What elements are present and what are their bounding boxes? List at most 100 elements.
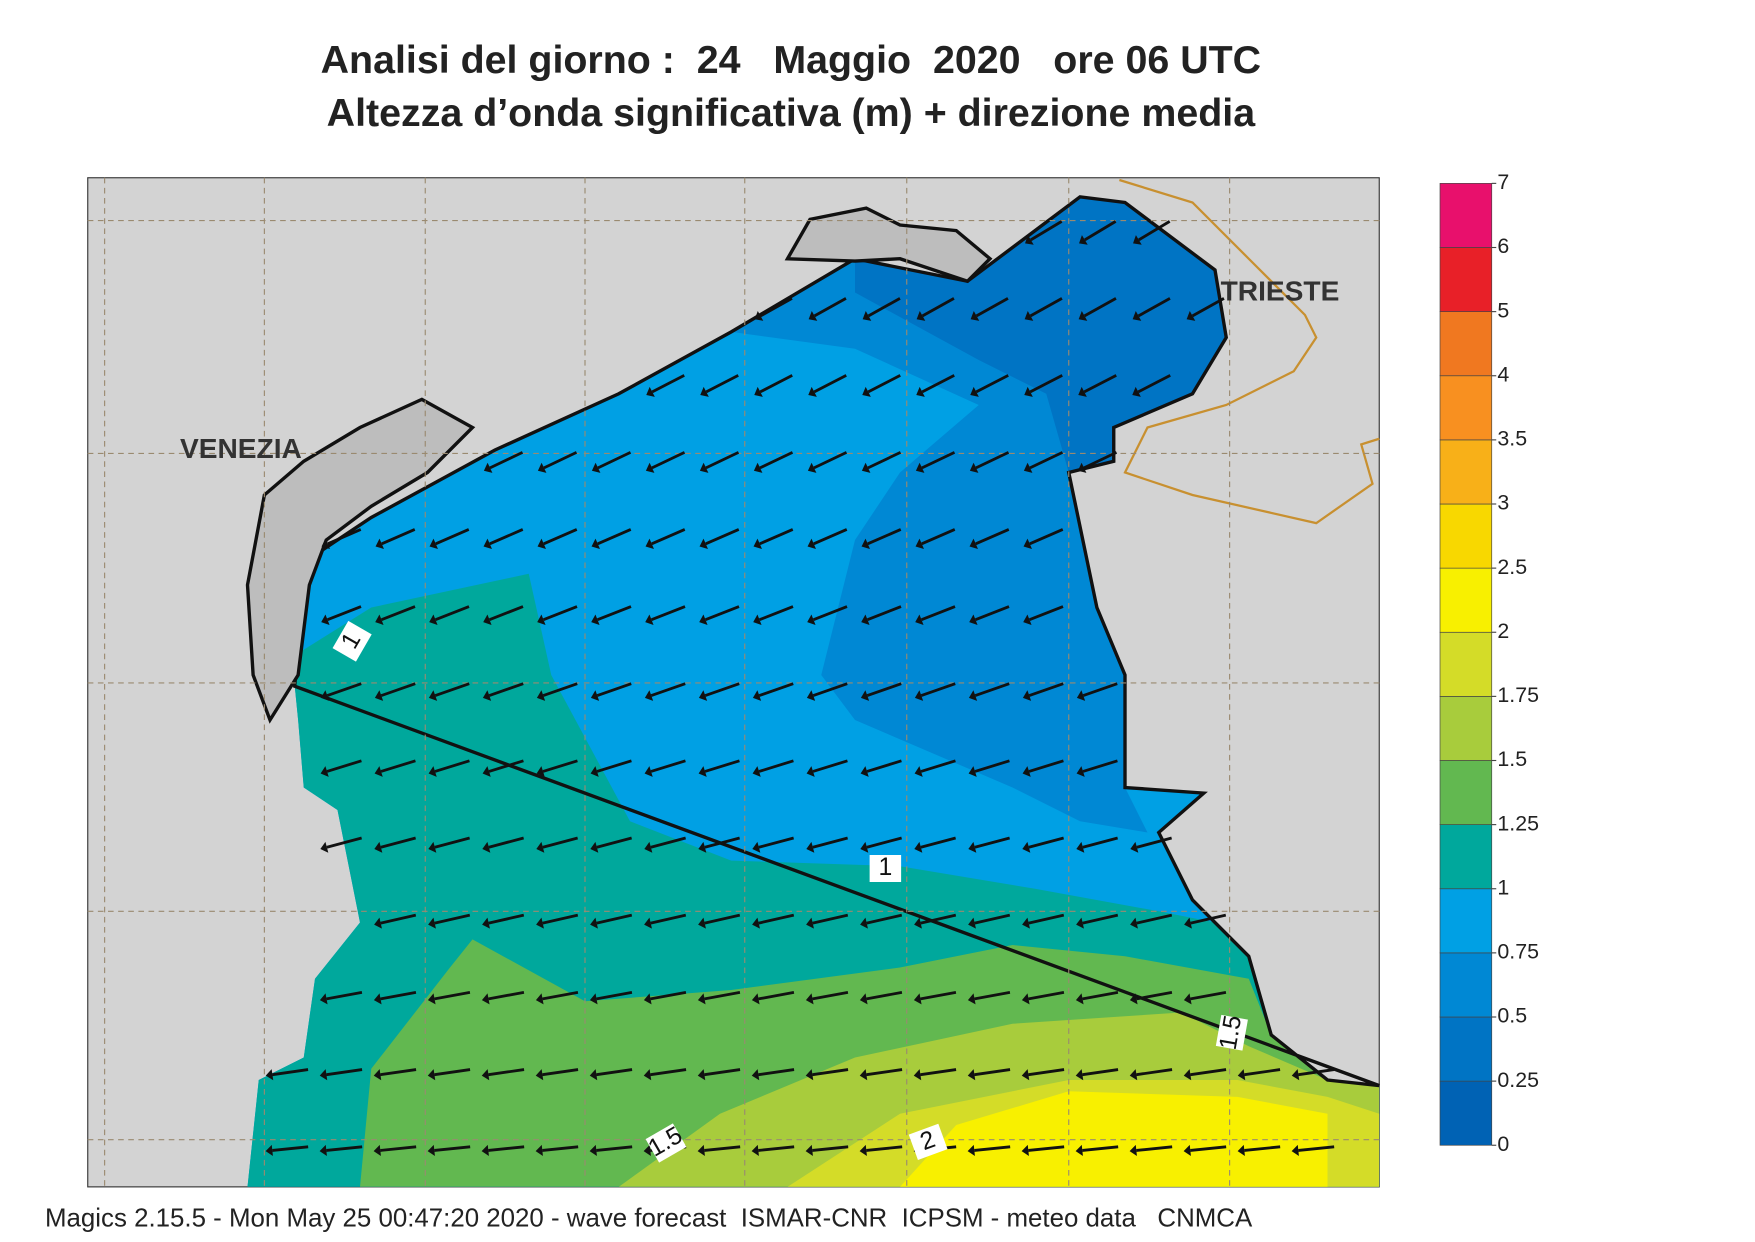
tick-label: 3.5: [1497, 427, 1527, 451]
arrow-shaft: [596, 836, 632, 849]
arrow-head: [1130, 917, 1138, 929]
arrow-shaft: [651, 374, 685, 394]
arrow-shaft: [1190, 990, 1227, 1001]
arrow-shaft: [380, 1145, 417, 1152]
arrow-shaft: [1028, 759, 1064, 773]
arrow-head: [751, 1144, 759, 1157]
arrow-head: [805, 1144, 813, 1157]
arrow-shaft: [1082, 1068, 1119, 1077]
arrow-shaft: [1082, 990, 1119, 1001]
arrow-shaft: [596, 682, 632, 697]
arrow-shaft: [921, 374, 955, 394]
arrow-shaft: [1029, 374, 1063, 394]
arrow-shaft: [596, 759, 632, 773]
arrow-shaft: [866, 605, 902, 622]
tick-label: 0: [1497, 1132, 1509, 1156]
arrow-head: [752, 690, 762, 701]
arrow-head: [697, 1144, 705, 1157]
arrow-head: [968, 690, 978, 701]
arrow-shaft: [759, 374, 793, 394]
arrow-head: [482, 841, 491, 853]
arrow-head: [967, 993, 976, 1005]
arrow-shaft: [1028, 605, 1064, 622]
arrow-head: [1024, 386, 1033, 397]
arrow-shaft: [1082, 682, 1118, 697]
arrow-shaft: [380, 836, 416, 849]
arrow-shaft: [813, 528, 848, 546]
arrow-head: [915, 538, 924, 549]
arrow-shaft: [542, 605, 578, 622]
arrow-head: [536, 690, 546, 701]
arrow-shaft: [488, 836, 524, 849]
arrow-shaft: [1137, 374, 1171, 394]
arrow-shaft: [380, 1068, 417, 1077]
arrow-head: [589, 1144, 597, 1157]
arrow-shaft: [704, 605, 740, 622]
arrow-head: [482, 690, 492, 701]
arrow-head: [1078, 310, 1088, 321]
arrow-shaft: [974, 990, 1011, 1001]
arrow-head: [860, 917, 868, 929]
arrow-shaft: [812, 836, 848, 849]
arrow-head: [429, 538, 438, 549]
arrow-shaft: [434, 836, 470, 849]
arrow-head: [1077, 462, 1087, 473]
arrow-shaft: [1136, 990, 1173, 1001]
arrow-shaft: [542, 1068, 579, 1077]
tick-label: 1.75: [1497, 683, 1539, 707]
arrow-head: [374, 917, 382, 929]
arrow-head: [752, 917, 760, 929]
arrow-shaft: [272, 1145, 309, 1152]
arrow-shaft: [704, 1145, 741, 1152]
arrow-head: [699, 614, 708, 625]
arrow-head: [1076, 690, 1086, 701]
arrow-head: [591, 538, 600, 549]
border: [1119, 178, 1380, 525]
arrow-shaft: [650, 759, 686, 773]
arrow-head: [646, 386, 655, 397]
arrow-shaft: [867, 451, 902, 470]
arrow-head: [700, 386, 709, 397]
arrow-head: [914, 917, 922, 929]
arrow-shaft: [380, 913, 417, 925]
arrow-head: [967, 1069, 976, 1081]
colorbar: 0 0.25 0.5 0.75 1 1.25 1.5 1.75 2 2.5 3 3.5 4 5 6 7: [1439, 170, 1539, 1156]
arrow-head: [590, 917, 598, 929]
color-band: [1439, 1016, 1493, 1082]
arrow-shaft: [1029, 451, 1064, 470]
arrow-head: [374, 766, 383, 777]
arrow-shaft: [596, 990, 633, 1001]
arrow-shaft: [434, 1068, 471, 1077]
arrow-head: [1075, 1069, 1084, 1081]
arrow-head: [859, 993, 868, 1005]
arrow-head: [482, 766, 491, 777]
arrow-shaft: [813, 374, 847, 394]
label-box: [869, 855, 902, 882]
arrow-shaft: [704, 682, 740, 697]
arrow-shaft: [705, 451, 740, 470]
arrow-head: [1129, 1144, 1137, 1157]
arrow-head: [1025, 235, 1034, 245]
color-band: [1439, 503, 1493, 569]
arrow-head: [915, 462, 925, 473]
arrow-shaft: [488, 1068, 525, 1077]
arrow-head: [754, 386, 763, 397]
arrow-shaft: [542, 759, 578, 773]
arrow-shaft: [596, 913, 633, 925]
arrow-shaft: [758, 913, 795, 925]
arrow-shaft: [326, 682, 362, 697]
arrow-head: [644, 917, 652, 929]
arrow-shaft: [812, 605, 848, 622]
arrow-head: [752, 766, 761, 777]
arrow-shaft: [1082, 836, 1118, 849]
arrow-head: [969, 614, 978, 625]
arrow-head: [862, 310, 872, 321]
arrow-head: [806, 690, 816, 701]
arrow-head: [1076, 917, 1084, 929]
arrow-shaft: [705, 528, 740, 546]
arrow-shaft: [1028, 990, 1065, 1001]
arrow-shaft: [867, 297, 901, 318]
arrow-shaft: [1138, 220, 1171, 242]
arrow-head: [536, 917, 544, 929]
grid: [87, 177, 1380, 1187]
